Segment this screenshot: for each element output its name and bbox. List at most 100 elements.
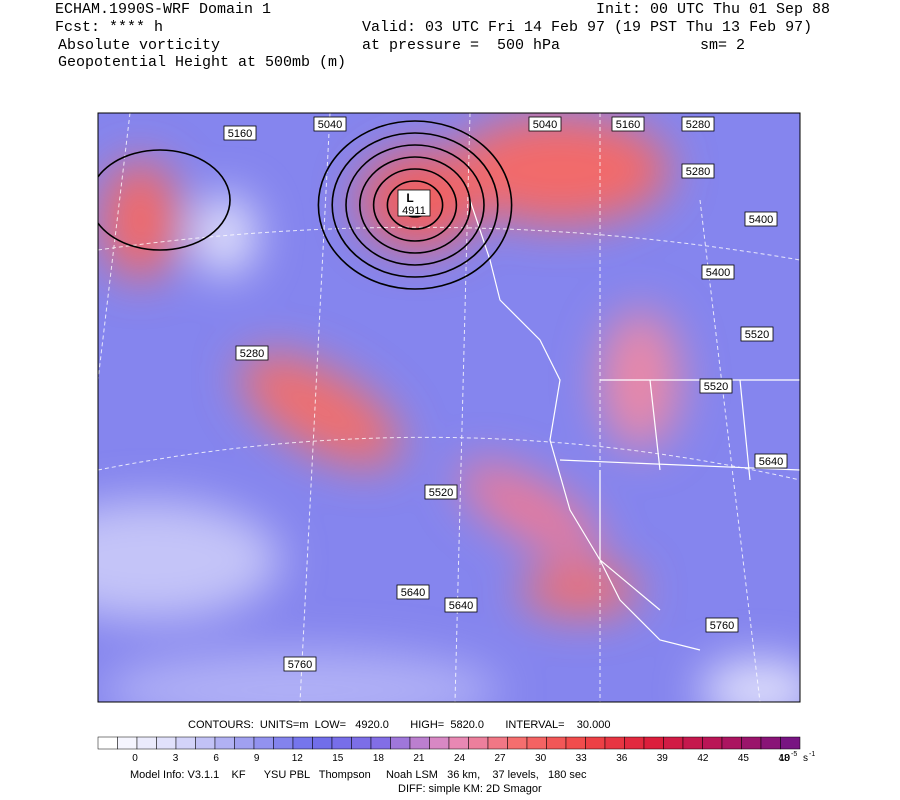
contour-line (358, 156, 471, 254)
contour-label: 5400 (749, 214, 773, 226)
colorbar-tick-label: 48 (778, 753, 790, 764)
colorbar-box (663, 736, 684, 750)
low-symbol: L (406, 191, 413, 205)
contour-label: 5280 (686, 166, 710, 178)
units-base: 10 (779, 753, 791, 764)
units-exp: -5 (791, 751, 797, 758)
low-value: 4911 (402, 205, 426, 217)
contour-line (331, 132, 499, 278)
colorbar-box (487, 736, 508, 750)
colorbar-box (97, 736, 118, 750)
contour-label-box (705, 617, 739, 633)
contour-line (372, 168, 458, 242)
contour-info: CONTOURS: UNITS=m LOW= 4920.0 HIGH= 5820… (188, 719, 611, 731)
colorbar-tick-label: 36 (616, 753, 628, 764)
colorbar-tick-label: 6 (213, 753, 219, 764)
contour-label-box (754, 453, 788, 469)
smoothing: sm= 2 (700, 37, 746, 54)
colorbar-tick-label: 42 (697, 753, 709, 764)
low-box (397, 189, 431, 217)
colorbar-box (624, 736, 645, 750)
contour-label: 5280 (686, 119, 710, 131)
contour-line (386, 180, 444, 230)
units-s-exp: -1 (809, 751, 815, 758)
contour-label-box (744, 211, 778, 227)
colorbar-box (780, 736, 801, 750)
colorbar-tick-label: 30 (535, 753, 547, 764)
contour-label: 5160 (616, 119, 640, 131)
contour-label: 5760 (710, 620, 734, 632)
contour-label-box (699, 378, 733, 394)
colorbar-box (585, 736, 606, 750)
diff-info: DIFF: simple KM: 2D Smagor (398, 783, 542, 795)
contour-label: 5040 (533, 119, 557, 131)
contour-label-box (235, 345, 269, 361)
contour-label-box (701, 264, 735, 280)
colorbar-box (175, 736, 196, 750)
contour-label-box (681, 163, 715, 179)
contour-label: 5280 (240, 348, 264, 360)
colorbar-box (643, 736, 664, 750)
colorbar-tick-label: 39 (657, 753, 669, 764)
model-title: ECHAM.1990S-WRF Domain 1 (55, 1, 272, 18)
contour-label-box (396, 584, 430, 600)
contour-label: 5520 (704, 381, 728, 393)
contour-line (317, 120, 513, 290)
forecast-hour: Fcst: **** h (55, 19, 164, 36)
colorbar-tick-label: 9 (254, 753, 260, 764)
contour-label: 5160 (228, 128, 252, 140)
colorbar-tick-label: 21 (413, 753, 425, 764)
contour-label: 5640 (759, 456, 783, 468)
contour-label-box (223, 125, 257, 141)
colorbar-box (507, 736, 528, 750)
field-name: Absolute vorticity (58, 37, 221, 54)
colorbar-box (565, 736, 586, 750)
pressure-level: at pressure = 500 hPa (362, 37, 561, 54)
colorbar-box (214, 736, 235, 750)
colorbar-box (370, 736, 391, 750)
colorbar-box (604, 736, 625, 750)
model-info: Model Info: V3.1.1 KF YSU PBL Thompson N… (130, 769, 587, 781)
contour-label: 5520 (745, 329, 769, 341)
units-s: s (803, 753, 808, 764)
colorbar-box (741, 736, 762, 750)
colorbar-box (117, 736, 138, 750)
contour-label-box (424, 484, 458, 500)
colorbar-box (253, 736, 274, 750)
contour-label-box (313, 116, 347, 132)
colorbar-tick-label: 15 (332, 753, 344, 764)
contour-line (345, 144, 485, 266)
init-time: Init: 00 UTC Thu 01 Sep 88 (596, 1, 831, 18)
colorbar-box (429, 736, 450, 750)
colorbar-tick-label: 3 (173, 753, 179, 764)
colorbar-box (721, 736, 742, 750)
contour-label-box (444, 597, 478, 613)
colorbar-box (273, 736, 294, 750)
colorbar-box (292, 736, 313, 750)
contour-label-box (681, 116, 715, 132)
colorbar-box (682, 736, 703, 750)
contour-line (98, 149, 231, 251)
contour-label-box (283, 656, 317, 672)
colorbar-tick-label: 18 (373, 753, 385, 764)
colorbar-box (156, 736, 177, 750)
valid-time: Valid: 03 UTC Fri 14 Feb 97 (19 PST Thu … (362, 19, 813, 36)
colorbar-box (390, 736, 411, 750)
contour-label: 5760 (288, 659, 312, 671)
colorbar-tick-label: 24 (454, 753, 466, 764)
colorbar-box (351, 736, 372, 750)
colorbar-box (195, 736, 216, 750)
colorbar-box (702, 736, 723, 750)
contour-label: 5640 (401, 587, 425, 599)
contour-label: 5040 (318, 119, 342, 131)
colorbar-box (136, 736, 157, 750)
contour-label-box (611, 116, 645, 132)
colorbar-box (448, 736, 469, 750)
colorbar-box (312, 736, 333, 750)
colorbar-box (409, 736, 430, 750)
colorbar-box (331, 736, 352, 750)
contour-label: 5520 (429, 487, 453, 499)
contour-label: 5640 (449, 600, 473, 612)
